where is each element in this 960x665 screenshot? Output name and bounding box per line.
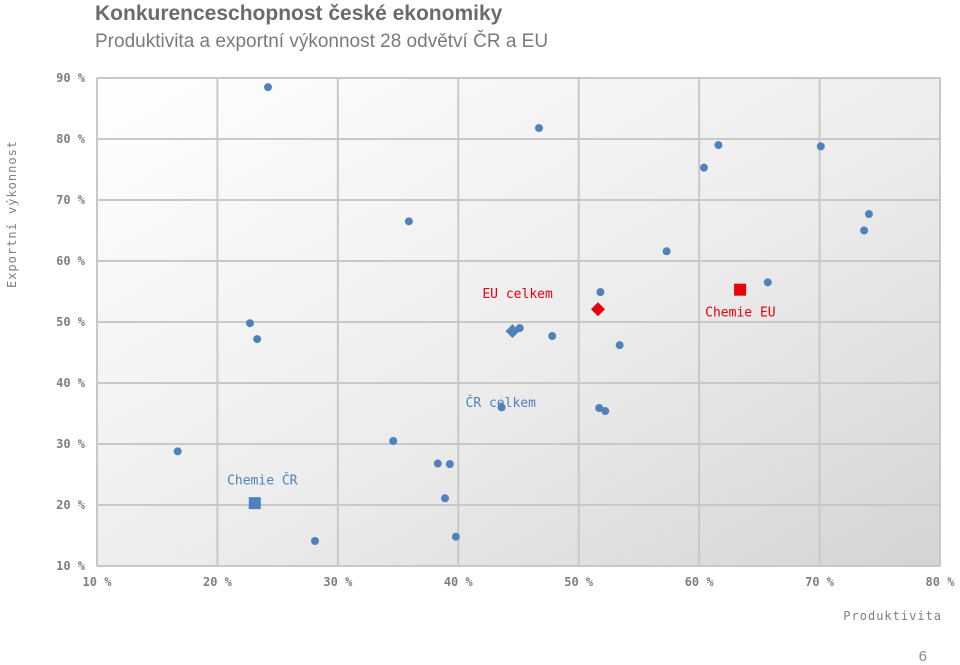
chart-subtitle: Produktivita a exportní výkonnost 28 odv… bbox=[95, 31, 549, 52]
data-point bbox=[864, 210, 873, 219]
annotation-label: ČR celkem bbox=[466, 395, 537, 411]
x-tick-label: 30 % bbox=[323, 575, 353, 589]
y-axis-label: Exportní výkonnost bbox=[5, 140, 19, 288]
y-tick-label: 70 % bbox=[56, 193, 86, 207]
data-point bbox=[253, 335, 262, 344]
x-tick-label: 20 % bbox=[203, 575, 233, 589]
y-tick-label: 20 % bbox=[56, 498, 86, 512]
x-axis-ticks: 10 % 20 % 30 % 40 % 50 % 60 % 70 % 80 % bbox=[83, 575, 956, 589]
data-point bbox=[497, 403, 506, 412]
annotation-label: Chemie EU bbox=[705, 306, 775, 321]
data-point bbox=[389, 436, 398, 445]
y-tick-label: 10 % bbox=[56, 559, 86, 573]
annotation-label: EU celkem bbox=[482, 287, 553, 302]
data-points bbox=[173, 83, 873, 545]
x-axis-label: Produktivita bbox=[843, 609, 942, 623]
square-point bbox=[734, 283, 747, 296]
square-point bbox=[248, 497, 261, 510]
data-point bbox=[601, 407, 610, 416]
chart-title: Konkurenceschopnost české ekonomiky bbox=[95, 2, 503, 25]
y-tick-label: 50 % bbox=[56, 315, 86, 329]
x-tick-label: 60 % bbox=[685, 575, 715, 589]
y-tick-label: 40 % bbox=[56, 376, 86, 390]
y-tick-label: 90 % bbox=[56, 71, 86, 85]
data-point bbox=[451, 532, 460, 541]
data-point bbox=[699, 163, 708, 172]
x-tick-label: 50 % bbox=[564, 575, 594, 589]
annotations: EU celkem ČR celkem Chemie EU Chemie ČR bbox=[227, 287, 776, 488]
y-tick-label: 30 % bbox=[56, 437, 86, 451]
annotation-label: Chemie ČR bbox=[227, 472, 298, 488]
gridlines bbox=[96, 77, 941, 567]
data-point bbox=[441, 494, 450, 503]
data-point bbox=[534, 124, 543, 133]
x-tick-label: 70 % bbox=[805, 575, 835, 589]
diamond-point bbox=[590, 302, 605, 317]
data-point bbox=[763, 278, 772, 287]
page-number: 6 bbox=[918, 648, 927, 665]
x-tick-label: 10 % bbox=[83, 575, 113, 589]
data-point bbox=[433, 459, 442, 468]
x-tick-label: 40 % bbox=[444, 575, 474, 589]
data-point bbox=[596, 288, 605, 297]
y-tick-label: 80 % bbox=[56, 132, 86, 146]
data-point bbox=[404, 217, 413, 226]
data-point bbox=[714, 141, 723, 150]
data-point bbox=[548, 332, 557, 341]
y-tick-label: 60 % bbox=[56, 254, 86, 268]
data-point bbox=[310, 536, 319, 545]
x-tick-label: 80 % bbox=[926, 575, 956, 589]
data-point bbox=[595, 404, 604, 413]
data-point bbox=[264, 83, 273, 92]
data-point bbox=[615, 341, 624, 350]
data-point bbox=[173, 447, 182, 456]
data-point bbox=[662, 247, 671, 256]
data-point bbox=[816, 142, 825, 151]
data-point bbox=[445, 460, 454, 469]
data-point bbox=[245, 319, 254, 328]
y-axis-ticks: 10 % 20 % 30 % 40 % 50 % 60 % 70 % 80 % 90 % bbox=[56, 71, 86, 573]
diamond-point bbox=[505, 324, 520, 339]
data-point bbox=[860, 226, 869, 235]
